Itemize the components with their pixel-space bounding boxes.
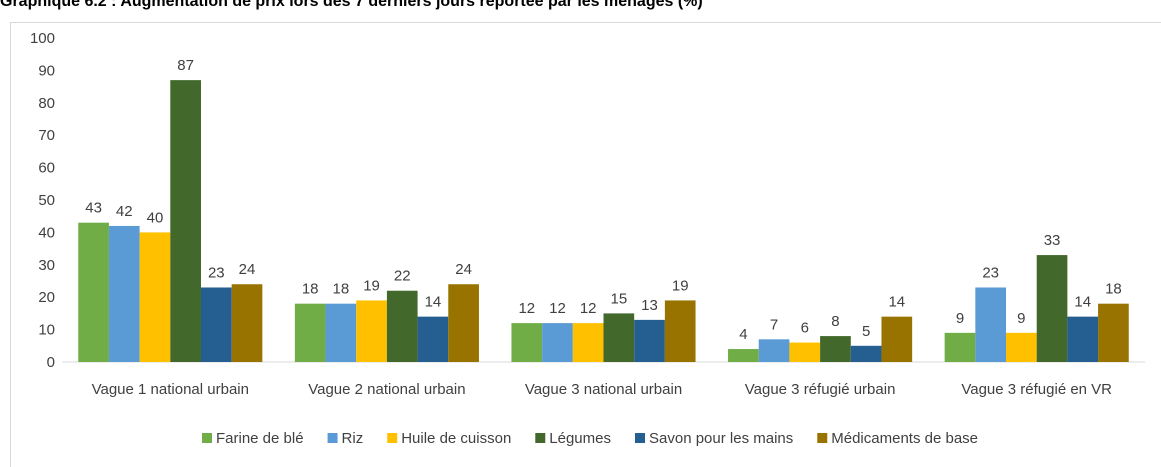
data-label: 22 bbox=[394, 268, 411, 285]
data-label: 24 bbox=[239, 261, 256, 278]
data-label: 14 bbox=[888, 294, 905, 311]
bar bbox=[820, 336, 851, 362]
y-tick-label: 70 bbox=[38, 127, 55, 144]
y-tick-label: 40 bbox=[38, 224, 55, 241]
x-tick-label: Vague 1 national urbain bbox=[92, 381, 249, 398]
data-label: 18 bbox=[333, 281, 350, 298]
data-label: 18 bbox=[1105, 281, 1122, 298]
legend-label: Savon pour les mains bbox=[649, 430, 793, 447]
legend-swatch bbox=[535, 433, 546, 443]
data-label: 23 bbox=[982, 264, 999, 281]
legend-swatch bbox=[635, 433, 646, 443]
data-label: 33 bbox=[1044, 232, 1061, 249]
legend-swatch bbox=[327, 433, 338, 443]
legend-label: Médicaments de base bbox=[831, 430, 978, 447]
data-label: 12 bbox=[518, 300, 535, 317]
data-label: 12 bbox=[549, 300, 566, 317]
legend-label: Farine de blé bbox=[216, 430, 304, 447]
bar bbox=[294, 303, 326, 362]
bar bbox=[78, 222, 109, 362]
legend-label: Huile de cuisson bbox=[401, 430, 511, 447]
bar bbox=[789, 342, 821, 362]
bar bbox=[511, 323, 543, 362]
y-tick-label: 10 bbox=[38, 322, 55, 339]
data-label: 24 bbox=[455, 261, 472, 278]
data-label: 42 bbox=[116, 203, 133, 220]
x-tick-label: Vague 3 réfugié urbain bbox=[745, 381, 896, 398]
data-label: 6 bbox=[801, 320, 809, 337]
data-label: 13 bbox=[641, 297, 658, 314]
bar bbox=[1098, 303, 1129, 362]
bar bbox=[881, 316, 913, 362]
data-label: 40 bbox=[147, 209, 164, 226]
bar bbox=[850, 345, 882, 362]
data-label: 19 bbox=[672, 277, 689, 294]
data-label: 19 bbox=[363, 277, 380, 294]
legend-label: Riz bbox=[342, 430, 364, 447]
chart-frame bbox=[10, 22, 1161, 467]
bar bbox=[325, 303, 357, 362]
bar bbox=[1067, 316, 1099, 362]
data-label: 7 bbox=[770, 316, 778, 333]
data-label: 23 bbox=[208, 264, 225, 281]
bar bbox=[356, 300, 387, 362]
data-label: 9 bbox=[956, 310, 964, 327]
data-label: 43 bbox=[85, 200, 102, 217]
bar bbox=[634, 319, 665, 362]
bar bbox=[1036, 255, 1068, 362]
y-tick-label: 50 bbox=[38, 192, 55, 209]
y-tick-label: 0 bbox=[47, 354, 55, 371]
data-label: 5 bbox=[862, 323, 870, 340]
legend-swatch bbox=[387, 433, 398, 443]
data-label: 9 bbox=[1017, 310, 1025, 327]
bar bbox=[975, 287, 1007, 362]
bar bbox=[944, 332, 976, 362]
data-label: 8 bbox=[831, 313, 839, 330]
y-tick-label: 80 bbox=[38, 95, 55, 112]
bar bbox=[417, 316, 449, 362]
bar bbox=[758, 339, 790, 362]
bar bbox=[728, 349, 759, 362]
bar bbox=[386, 290, 418, 362]
bar bbox=[139, 232, 171, 362]
data-label: 15 bbox=[610, 290, 627, 307]
x-tick-label: Vague 3 national urbain bbox=[525, 381, 682, 398]
y-tick-label: 60 bbox=[38, 160, 55, 177]
y-tick-label: 30 bbox=[38, 257, 55, 274]
data-label: 14 bbox=[1074, 294, 1091, 311]
x-tick-label: Vague 2 national urbain bbox=[308, 381, 465, 398]
data-label: 18 bbox=[302, 281, 319, 298]
bar bbox=[231, 284, 263, 362]
bar bbox=[108, 225, 140, 362]
legend-swatch bbox=[817, 433, 828, 443]
y-tick-label: 90 bbox=[38, 62, 55, 79]
legend-swatch bbox=[201, 433, 212, 443]
y-tick-label: 100 bbox=[30, 30, 55, 47]
bar bbox=[572, 323, 604, 362]
bar bbox=[603, 313, 635, 362]
bar bbox=[1006, 332, 1037, 362]
y-tick-label: 20 bbox=[38, 289, 55, 306]
data-label: 4 bbox=[739, 326, 747, 343]
data-label: 87 bbox=[177, 57, 194, 74]
data-label: 12 bbox=[580, 300, 597, 317]
data-label: 14 bbox=[425, 294, 442, 311]
bar bbox=[542, 323, 573, 362]
x-tick-label: Vague 3 réfugié en VR bbox=[961, 381, 1112, 398]
bar bbox=[200, 287, 232, 362]
legend-label: Légumes bbox=[549, 430, 611, 447]
bar bbox=[448, 284, 479, 362]
bar bbox=[170, 80, 201, 363]
bar bbox=[664, 300, 696, 362]
chart-title: Graphique 6.2 : Augmentation de prix lor… bbox=[0, 0, 703, 10]
